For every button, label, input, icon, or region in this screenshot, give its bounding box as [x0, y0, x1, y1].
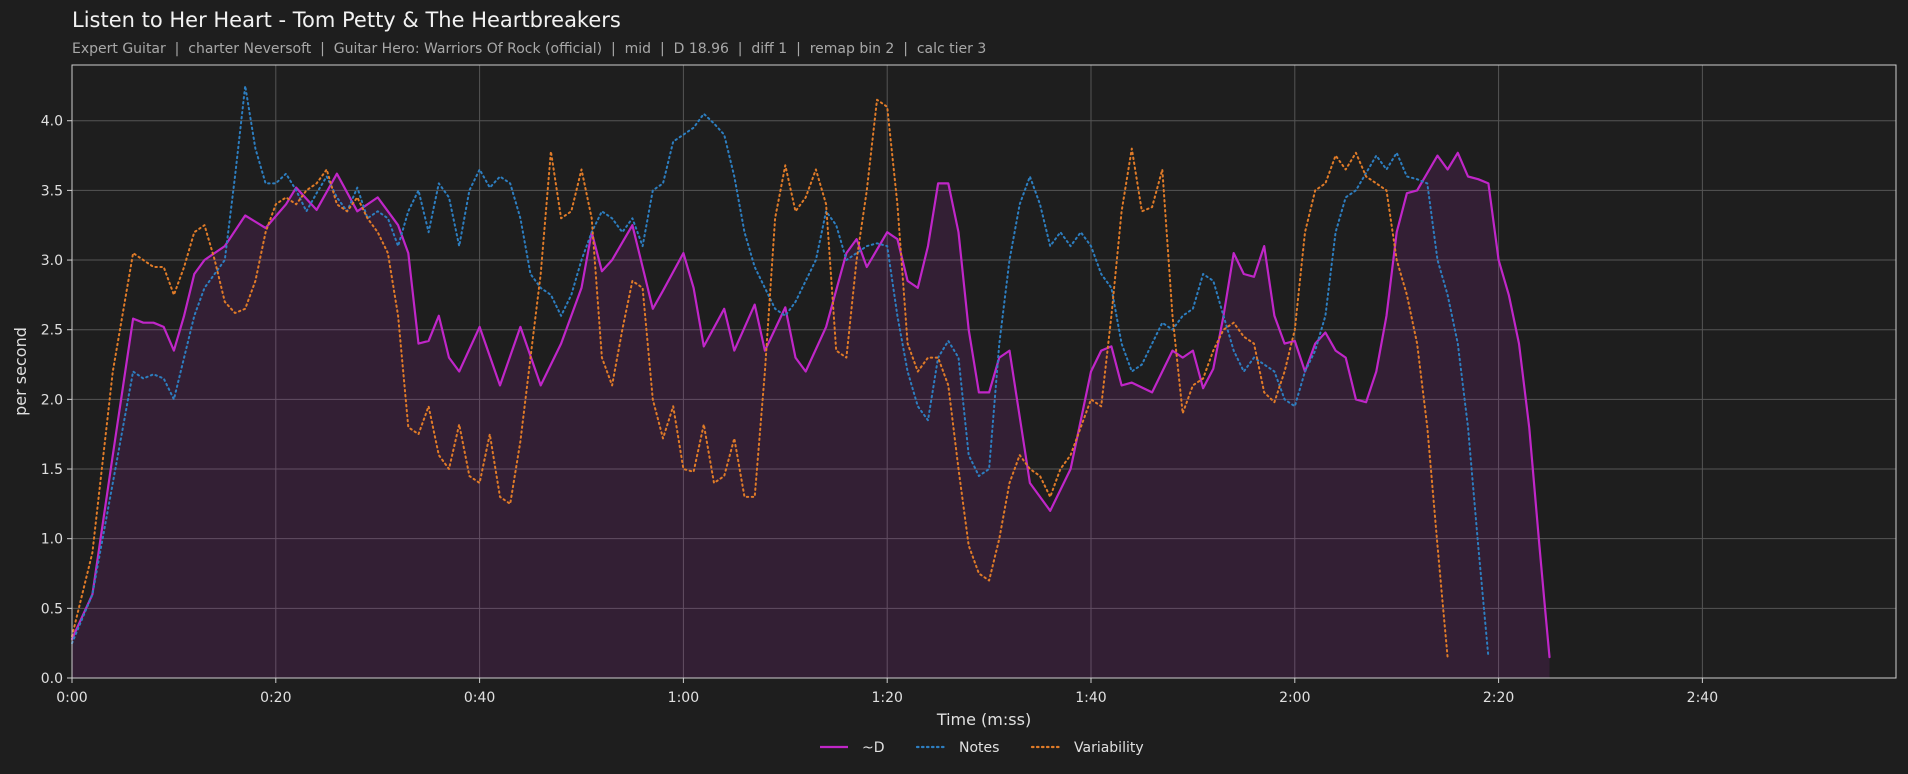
y-tick-label: 2.5	[41, 323, 63, 339]
x-tick-label: 2:00	[1279, 690, 1310, 706]
x-tick-label: 1:00	[668, 690, 699, 706]
legend-label: ~D	[862, 740, 885, 756]
y-tick-label: 2.0	[41, 392, 63, 408]
chart-subtitle: Expert Guitar | charter Neversoft | Guit…	[72, 41, 987, 57]
y-tick-label: 1.5	[41, 462, 63, 478]
y-tick-label: 1.0	[41, 532, 63, 548]
x-tick-label: 0:20	[260, 690, 291, 706]
area-fill-d	[72, 152, 1550, 679]
series-lines	[70, 84, 1551, 659]
series-line-notes	[71, 84, 1490, 659]
x-tick-label: 0:40	[464, 690, 495, 706]
y-axis-label: per second	[11, 327, 30, 416]
series-line-d	[70, 151, 1551, 659]
plot-frame	[71, 64, 1897, 679]
y-axis-ticks: 0.0 0.5 1.0 1.5 2.0 2.5 3.0 3.5 4.0	[41, 114, 72, 687]
x-tick-label: 0:00	[56, 690, 87, 706]
x-tick-label: 1:40	[1075, 690, 1106, 706]
y-tick-label: 4.0	[41, 114, 63, 130]
x-tick-label: 1:20	[871, 690, 902, 706]
y-tick-label: 0.0	[41, 671, 63, 687]
legend-label: Variability	[1074, 740, 1144, 756]
y-tick-label: 3.5	[41, 183, 63, 199]
legend: ~D Notes Variability	[820, 740, 1144, 756]
page-title: Listen to Her Heart - Tom Petty & The He…	[72, 8, 621, 32]
area-fill	[72, 152, 1550, 679]
x-tick-label: 2:40	[1687, 690, 1718, 706]
x-axis-ticks: 0:00 0:20 0:40 1:00 1:20 1:40 2:00 2:20 2:40	[56, 678, 1718, 706]
x-tick-label: 2:20	[1483, 690, 1514, 706]
y-tick-label: 3.0	[41, 253, 63, 269]
series-line-variability	[71, 98, 1449, 659]
y-tick-label: 0.5	[41, 601, 63, 617]
x-axis-label: Time (m:ss)	[936, 710, 1031, 729]
legend-label: Notes	[959, 740, 999, 756]
